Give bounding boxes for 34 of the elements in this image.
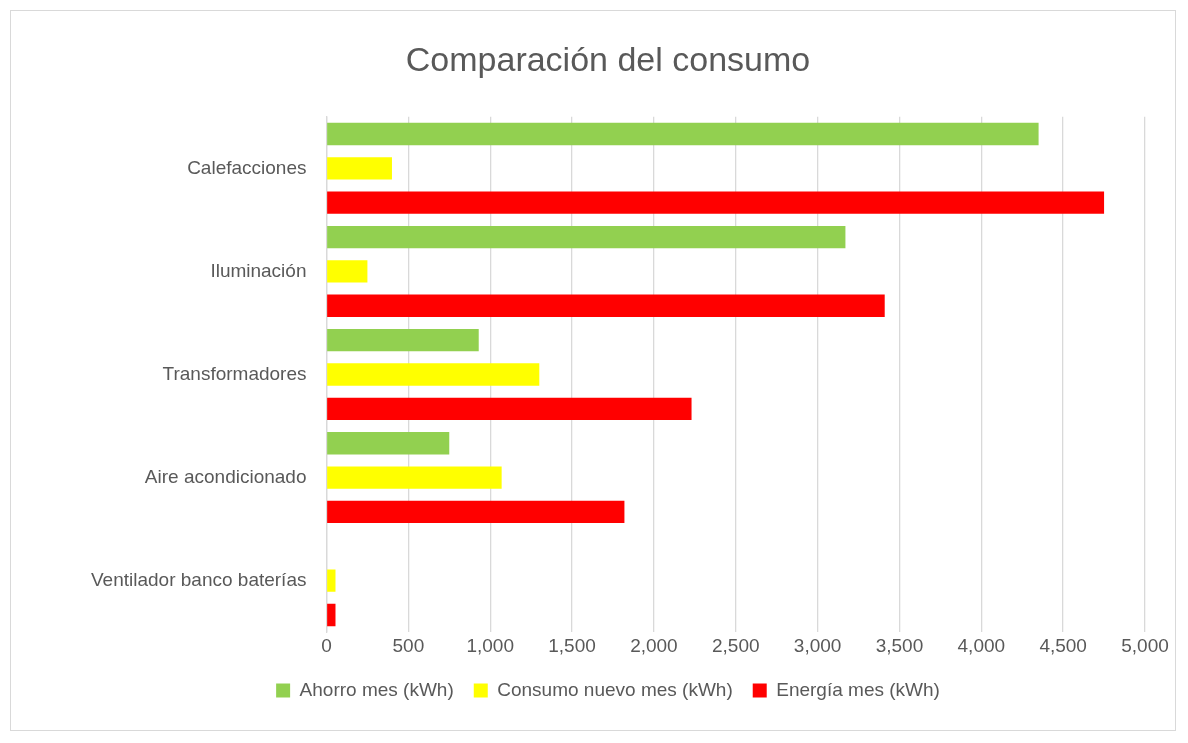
bar [327, 569, 336, 592]
x-tick-label: 3,000 [793, 634, 842, 656]
bar [327, 122, 1039, 146]
legend-label: Energía mes (kWh) [776, 678, 940, 700]
bar [327, 260, 368, 283]
x-tick-label: 1,500 [548, 634, 596, 656]
y-tick-label: Transformadores [162, 362, 307, 384]
x-tick-label: 1,000 [466, 634, 514, 656]
bar [327, 500, 625, 524]
bar [327, 225, 846, 249]
legend-label: Consumo nuevo mes (kWh) [497, 678, 733, 700]
bar [327, 603, 336, 627]
bar [327, 294, 885, 317]
x-tick-label: 2,000 [630, 634, 678, 656]
bar [327, 191, 1105, 214]
bar [327, 363, 540, 386]
y-tick-label: Ventilador banco baterías [90, 568, 307, 590]
y-tick-label: Aire acondicionado [144, 465, 307, 487]
bar [327, 466, 502, 489]
x-tick-label: 5,000 [1121, 634, 1169, 656]
bar [327, 397, 692, 421]
x-tick-label: 3,500 [875, 634, 924, 656]
chart-title: Comparación del consumo [405, 39, 811, 78]
x-tick-label: 500 [392, 634, 425, 656]
bar [327, 157, 392, 180]
y-tick-label: Iluminación [210, 259, 307, 281]
y-tick-label: Calefacciones [187, 156, 307, 178]
bar [327, 432, 450, 455]
x-tick-label: 2,500 [711, 634, 760, 656]
x-tick-label: 4,500 [1039, 634, 1087, 656]
x-tick-label: 4,000 [957, 634, 1006, 656]
legend-label: Ahorro mes (kWh) [299, 678, 454, 700]
x-tick-label: 0 [321, 634, 332, 656]
bar [327, 328, 479, 352]
